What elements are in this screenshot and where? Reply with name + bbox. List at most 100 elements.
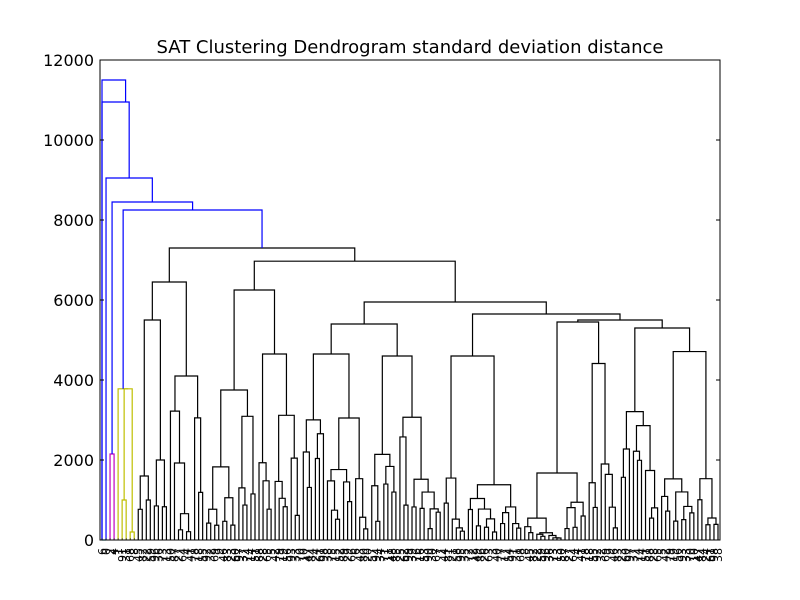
x-tick-label: 36 [543,548,556,562]
x-tick-label: 79 [273,548,286,562]
x-tick-label: 27 [172,548,185,562]
x-tick-label: 45 [523,548,536,562]
chart-title: SAT Clustering Dendrogram standard devia… [157,37,664,58]
x-tick-label: 87 [559,548,572,562]
cluster-link [483,526,490,540]
x-tick-label: 2 [104,548,117,555]
x-tick-label: 85 [390,548,403,562]
x-tick-label: 84 [305,548,318,562]
x-tick-label: 39 [406,548,419,562]
x-tick-label: 52 [334,548,347,562]
x-tick-label: 24 [700,548,713,562]
cluster-link [648,517,655,540]
x-tick-label: 38 [321,548,334,562]
cluster-link [620,476,626,540]
cluster-link [411,506,417,540]
x-tick-label: 66 [346,548,359,562]
x-tick-label: 46 [217,548,230,562]
x-tick-label: 53 [418,548,431,562]
x-tick-label: 36 [152,548,165,562]
cluster-link [342,481,351,540]
x-tick-label: 20 [362,548,375,562]
cluster-link [664,478,683,497]
cluster-link [206,522,212,540]
x-tick-label: 83 [221,548,234,562]
cluster-link [139,475,149,510]
x-tick-label: 65 [652,548,665,562]
cluster-link [491,531,498,540]
cluster-link [242,504,248,540]
cluster-link [421,491,435,509]
x-tick-label: 78 [579,548,592,562]
cluster-link [689,512,695,540]
cluster-link [238,487,246,540]
x-tick-label: 97 [623,548,636,562]
cluster-link [346,501,353,540]
cluster-link [290,457,298,540]
x-tick-label: 41 [575,548,588,562]
x-tick-label: 78 [189,548,202,562]
cluster-link [467,508,474,540]
x-tick-label: 80 [358,548,371,562]
x-tick-label: 40 [491,548,504,562]
x-tick-label: 9 [603,548,616,555]
cluster-link [385,465,395,493]
top-level-link [101,79,127,540]
cluster-link [622,448,631,540]
cluster-link [505,506,517,524]
cluster-link [330,323,398,356]
x-tick-label: 13 [160,548,173,562]
cluster-link [253,260,456,302]
x-tick-label: 60 [619,548,632,562]
cluster-link [570,501,584,517]
x-tick-label: 70 [293,548,306,562]
x-tick-label: 6 [350,548,363,555]
x-tick-label: 17 [499,548,512,562]
x-tick-label: 82 [527,548,540,562]
cluster-link-magenta [109,453,115,540]
cluster-link [450,355,495,485]
x-tick-label: 10 [688,548,701,562]
cluster-link [443,502,449,540]
x-tick-label: 91 [507,548,520,562]
cluster-link [334,518,341,540]
cluster-link [540,535,546,540]
cluster-link [177,529,184,540]
x-tick-label: 18 [193,548,206,562]
cluster-link [168,247,356,282]
cluster-link [524,526,532,540]
cluster-link [151,281,187,376]
x-tick-label: 72 [462,548,475,562]
cluster-link [294,514,300,540]
x-tick-label: 14 [636,548,649,562]
x-tick-label: 46 [607,548,620,562]
cluster-link [588,482,596,540]
x-tick-label: 75 [325,548,338,562]
top-level-link [105,177,153,540]
cluster-link [536,533,544,540]
cluster-link [476,484,512,507]
x-tick-label: 51 [249,548,262,562]
x-tick-label: 48 [386,548,399,562]
cluster-link [665,510,671,540]
cluster-link [650,507,659,540]
x-tick-label: 42 [269,548,282,562]
x-tick-label: 89 [338,548,351,562]
cluster-link [413,478,429,507]
cluster-link [143,319,161,476]
cluster-link [632,450,641,540]
cluster-link [145,499,151,540]
cluster-link [577,319,663,328]
x-tick-label: 55 [587,548,600,562]
x-tick-label: 10 [297,548,310,562]
cluster-link-yellow [129,531,135,540]
x-tick-label: 92 [201,548,214,562]
x-tick-label: 42 [660,548,673,562]
x-tick-label: 50 [164,548,177,562]
x-tick-label: 74 [631,548,644,562]
cluster-link [250,493,256,540]
cluster-link [316,433,325,540]
dendrogram-links [101,79,719,541]
x-tick-label: 69 [209,548,222,562]
